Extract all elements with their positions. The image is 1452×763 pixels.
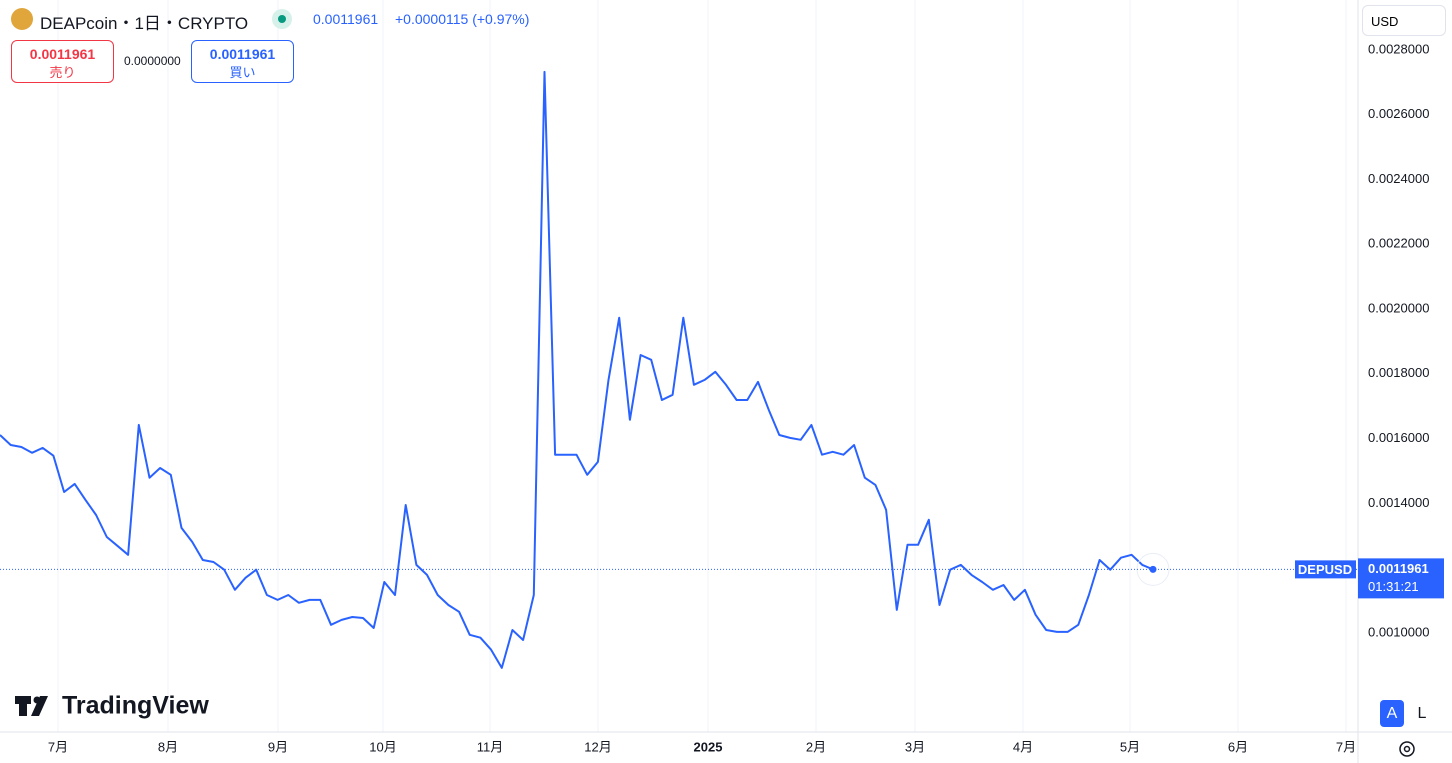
y-tick-label: 0.0028000 bbox=[1368, 41, 1429, 56]
currency: USD bbox=[1371, 14, 1399, 29]
price: 0.0011961 bbox=[313, 11, 379, 27]
y-tick-label: 0.0010000 bbox=[1368, 624, 1429, 639]
currency-select[interactable]: USD bbox=[1362, 5, 1446, 36]
x-tick-label: 5月 bbox=[1120, 739, 1140, 754]
y-tick-label: 0.0016000 bbox=[1368, 430, 1429, 445]
x-tick-label: 8月 bbox=[158, 739, 178, 754]
settings-icon[interactable] bbox=[1399, 741, 1415, 757]
buy-button[interactable]: 0.0011961 買い bbox=[191, 40, 294, 83]
y-tick-label: 0.0026000 bbox=[1368, 106, 1429, 121]
symbol[interactable]: DEAPcoin・1日・CRYPTO bbox=[40, 14, 249, 33]
sell-label: 売り bbox=[49, 65, 76, 80]
x-tick-label: 4月 bbox=[1013, 739, 1033, 754]
buy-label: 買い bbox=[229, 65, 256, 80]
y-tick-label: 0.0022000 bbox=[1368, 236, 1429, 251]
price-tag bbox=[1358, 558, 1444, 599]
x-tick-label: 9月 bbox=[268, 739, 288, 754]
y-tick-label: 0.0020000 bbox=[1368, 300, 1429, 315]
countdown: 01:31:21 bbox=[1368, 579, 1419, 594]
sell-button[interactable]: 0.0011961 売り bbox=[11, 40, 114, 83]
x-tick-label: 2月 bbox=[806, 739, 826, 754]
x-tick-label: 7月 bbox=[48, 739, 68, 754]
change: +0.0000115 (+0.97%) bbox=[395, 11, 530, 27]
y-tick-label: 0.0024000 bbox=[1368, 171, 1429, 186]
symbol-tag-label: DEPUSD bbox=[1298, 562, 1352, 577]
tv-logo: TradingView bbox=[15, 692, 209, 720]
market-status[interactable] bbox=[272, 9, 292, 29]
x-tick-label: 12月 bbox=[584, 739, 611, 754]
y-tick-label: 0.0008000 bbox=[1368, 689, 1429, 704]
y-tick-label: 0.0014000 bbox=[1368, 495, 1429, 510]
symbol-tag bbox=[1295, 560, 1356, 579]
buy-price: 0.0011961 bbox=[209, 46, 276, 62]
price-line bbox=[0, 70, 1154, 669]
x-tick-label: 10月 bbox=[369, 739, 396, 754]
log-button[interactable]: L bbox=[1417, 705, 1427, 722]
x-tick-label: 7月 bbox=[1336, 739, 1356, 754]
price-tag-label: 0.0011961 bbox=[1368, 561, 1429, 576]
coin-logo bbox=[11, 8, 33, 30]
x-tick-label: 6月 bbox=[1228, 739, 1248, 754]
spread: 0.0000000 bbox=[124, 54, 181, 68]
x-tick-label: 3月 bbox=[905, 739, 925, 754]
auto-button[interactable]: A bbox=[1380, 700, 1404, 727]
sell-price: 0.0011961 bbox=[29, 46, 96, 62]
x-tick-label: 2025 bbox=[694, 739, 723, 754]
logo-text: TradingView bbox=[62, 692, 209, 720]
y-tick-label: 0.0018000 bbox=[1368, 365, 1429, 380]
x-tick-label: 11月 bbox=[477, 739, 504, 754]
